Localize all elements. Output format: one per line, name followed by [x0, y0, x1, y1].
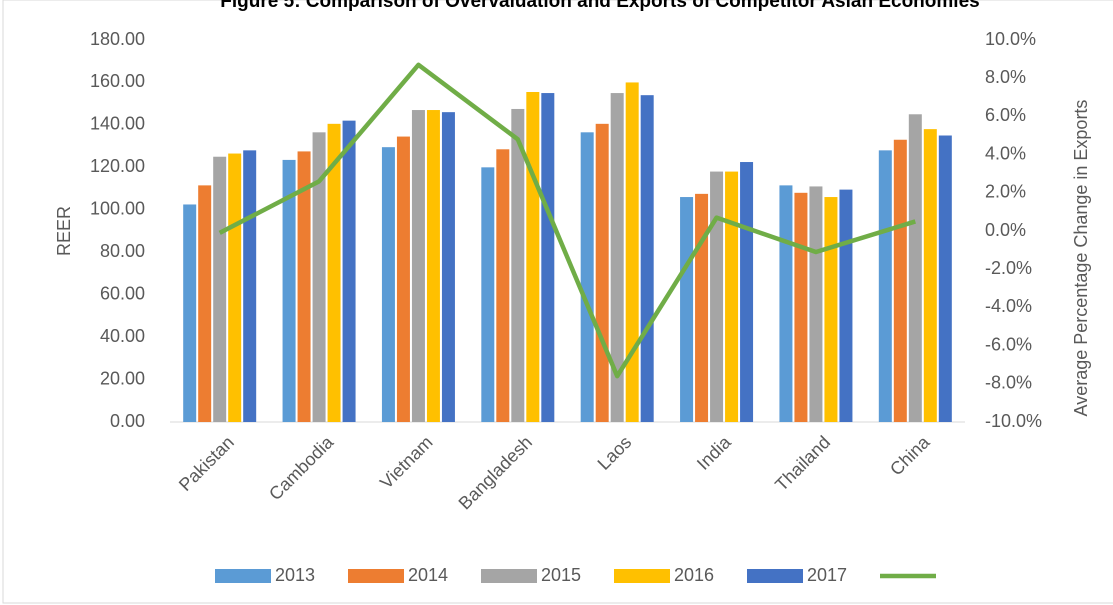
bar: [213, 156, 227, 422]
legend-swatch: [481, 569, 537, 583]
bar: [824, 197, 838, 422]
bar: [809, 186, 823, 422]
y2-tick-label: -10.0%: [985, 411, 1042, 431]
y2-tick-label: 4.0%: [985, 143, 1026, 163]
bar: [893, 139, 907, 422]
bar: [381, 147, 395, 422]
bar: [282, 159, 296, 422]
bar: [198, 185, 212, 422]
bar: [839, 189, 853, 422]
bar: [183, 204, 197, 422]
x-tick-label: Laos: [594, 432, 636, 474]
bar: [426, 110, 440, 423]
bar: [625, 82, 639, 422]
bar: [878, 150, 892, 422]
y-tick-label: 20.00: [100, 368, 145, 388]
y2-tick-label: 8.0%: [985, 67, 1026, 87]
y-tick-label: 120.00: [90, 156, 145, 176]
bar: [342, 120, 356, 423]
bar: [725, 171, 739, 422]
legend-label: 2013: [275, 565, 315, 585]
bar: [526, 91, 540, 422]
x-tick-label: Bangladesh: [455, 432, 536, 513]
x-tick-label: China: [886, 431, 934, 479]
bar: [243, 150, 257, 422]
bar: [938, 135, 952, 422]
line-series: [218, 62, 916, 379]
bar: [396, 136, 410, 423]
x-tick-label: Pakistan: [175, 432, 238, 495]
y2-tick-label: 10.0%: [985, 29, 1036, 49]
y2-tick-label: 2.0%: [985, 182, 1026, 202]
bar: [595, 123, 609, 423]
y2-tick-label: -6.0%: [985, 334, 1032, 354]
legend-swatch: [747, 569, 803, 583]
bar: [923, 129, 937, 422]
bar: [481, 167, 495, 422]
legend-label: 2014: [408, 565, 448, 585]
legend-swatch: [215, 569, 271, 583]
bar: [710, 171, 724, 422]
y-tick-label: 80.00: [100, 241, 145, 261]
y2-tick-label: -2.0%: [985, 258, 1032, 278]
y2-axis-label: Average Percentage Change in Exports: [1071, 100, 1091, 417]
legend-swatch: [348, 569, 404, 583]
bar: [794, 192, 808, 422]
y-tick-label: 100.00: [90, 199, 145, 219]
legend-swatch: [614, 569, 670, 583]
y2-tick-label: -8.0%: [985, 373, 1032, 393]
legend-label: 2017: [807, 565, 847, 585]
y2-tick-label: -4.0%: [985, 296, 1032, 316]
x-tick-label: India: [693, 431, 735, 473]
bar: [695, 193, 709, 422]
bar: [640, 95, 654, 422]
bar: [680, 197, 694, 422]
y-tick-label: 40.00: [100, 326, 145, 346]
bar: [297, 151, 311, 422]
bar: [541, 93, 555, 423]
bar: [312, 132, 326, 423]
bar: [411, 110, 425, 423]
y2-tick-label: 0.0%: [985, 220, 1026, 240]
legend-label: 2015: [541, 565, 581, 585]
bar: [740, 162, 754, 422]
y-tick-label: 140.00: [90, 114, 145, 134]
y-tick-label: 180.00: [90, 29, 145, 49]
y2-tick-label: 6.0%: [985, 105, 1026, 125]
bar: [511, 108, 525, 422]
x-tick-label: Vietnam: [376, 432, 437, 493]
legend-label: 2016: [674, 565, 714, 585]
bar: [496, 149, 510, 423]
bar: [228, 153, 242, 423]
bar: [441, 112, 455, 423]
y-tick-label: 60.00: [100, 283, 145, 303]
bar: [908, 114, 922, 423]
bar: [610, 93, 624, 423]
y-tick-label: 160.00: [90, 71, 145, 91]
y-axis-label: REER: [54, 206, 74, 256]
x-tick-label: Cambodia: [265, 431, 338, 504]
x-tick-label: Thailand: [771, 432, 834, 495]
bar: [779, 185, 793, 422]
bar: [327, 123, 341, 423]
chart-title: Figure 5: Comparison of Overvaluation an…: [220, 0, 979, 12]
y-tick-label: 0.00: [110, 411, 145, 431]
bar: [580, 132, 594, 423]
